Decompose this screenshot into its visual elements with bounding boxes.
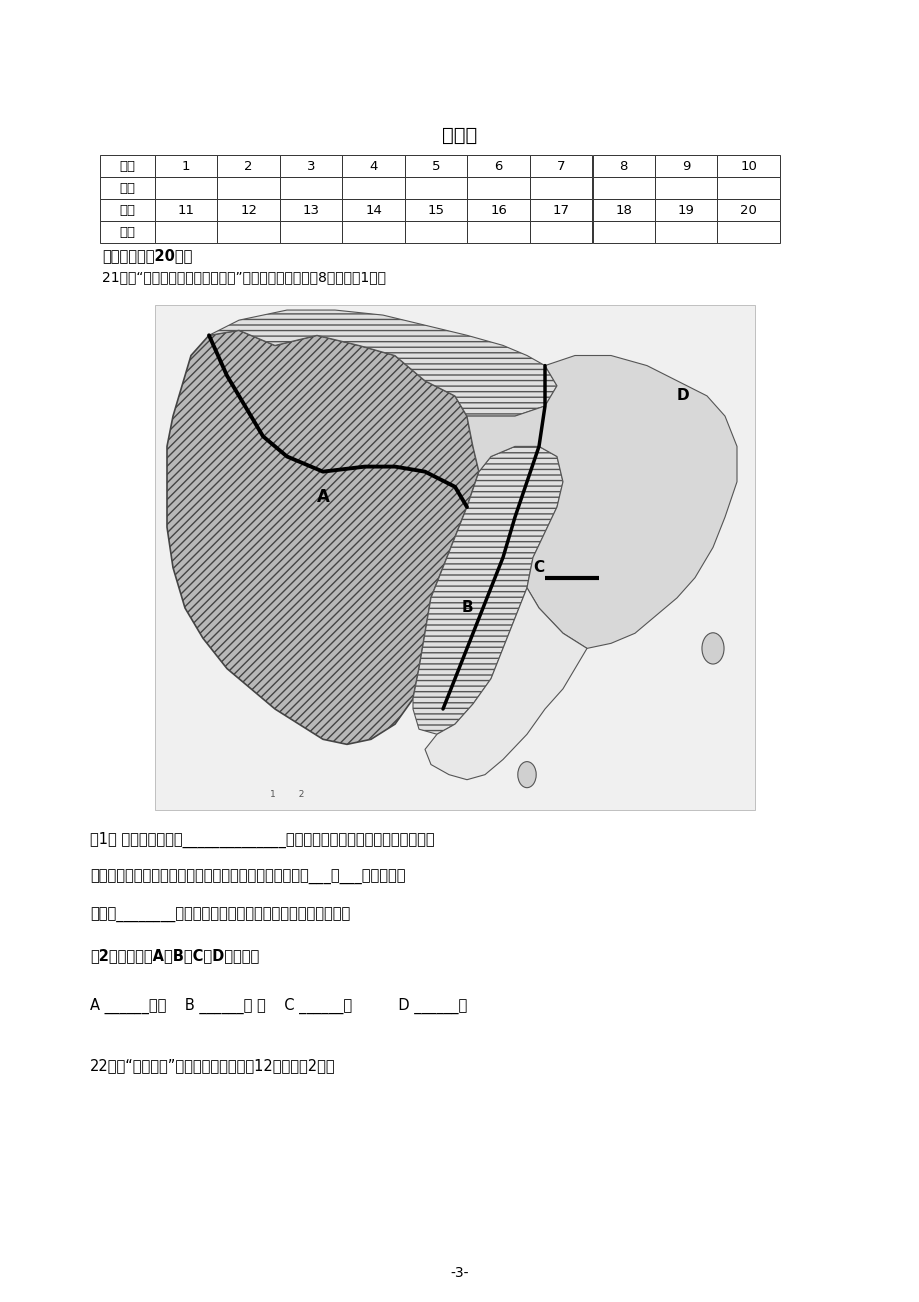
Bar	[654, 199, 717, 221]
Text: 题号: 题号	[119, 160, 135, 172]
Bar	[592, 221, 654, 243]
Text: 9: 9	[681, 160, 689, 172]
Text: 22、读“中国略图”，完成下列问题：（12分，每空2分）: 22、读“中国略图”，完成下列问题：（12分，每空2分）	[90, 1059, 335, 1073]
Text: 1: 1	[182, 160, 190, 172]
Bar	[154, 155, 217, 177]
Text: 19: 19	[677, 203, 694, 216]
Text: 14: 14	[365, 203, 381, 216]
Bar	[654, 221, 717, 243]
Polygon shape	[467, 355, 736, 648]
Bar	[154, 199, 217, 221]
Text: 16: 16	[490, 203, 506, 216]
Text: 答案: 答案	[119, 181, 135, 194]
Circle shape	[701, 633, 723, 664]
Bar	[592, 177, 654, 199]
Polygon shape	[209, 310, 556, 417]
Bar	[154, 305, 754, 810]
Text: 13: 13	[302, 203, 320, 216]
Text: A: A	[316, 488, 329, 506]
Text: 17: 17	[552, 203, 569, 216]
Text: 7: 7	[556, 160, 565, 172]
Bar	[217, 155, 279, 177]
Bar	[154, 177, 217, 199]
Bar	[342, 221, 404, 243]
Text: 4: 4	[369, 160, 378, 172]
Bar	[342, 199, 404, 221]
Bar	[717, 221, 779, 243]
Text: 3: 3	[307, 160, 315, 172]
Bar	[342, 177, 404, 199]
Bar	[467, 155, 529, 177]
Text: 二、综合题（20分）: 二、综合题（20分）	[102, 247, 192, 263]
Text: D: D	[676, 388, 688, 404]
Bar	[467, 199, 529, 221]
Bar	[279, 221, 342, 243]
Text: A ______山脉    B ______山 脉    C ______岭          D ______岭: A ______山脉 B ______山 脉 C ______岭 D _____…	[90, 999, 467, 1014]
Text: 11: 11	[177, 203, 195, 216]
Bar	[654, 177, 717, 199]
Text: 21、读“中国地势三级阶梯示意图”，回答下列问题：（8分，每空1分）: 21、读“中国地势三级阶梯示意图”，回答下列问题：（8分，每空1分）	[102, 270, 386, 284]
Polygon shape	[167, 331, 479, 745]
Text: B: B	[460, 600, 472, 616]
Bar	[529, 177, 592, 199]
Bar	[154, 221, 217, 243]
Text: （2）图中所示A、B、C、D分别是：: （2）图中所示A、B、C、D分别是：	[90, 948, 259, 963]
Bar	[279, 199, 342, 221]
Text: -3-: -3-	[450, 1267, 469, 1280]
Text: 降水和河流的影响很大。受地势影响，我国大多数河流自___向___奔流入海，: 降水和河流的影响很大。受地势影响，我国大多数河流自___向___奔流入海，	[90, 870, 405, 885]
Bar	[529, 199, 592, 221]
Text: 沟通了________（方向）的交通，方便了沿海和内地的联系。: 沟通了________（方向）的交通，方便了沿海和内地的联系。	[90, 907, 350, 923]
Bar	[467, 221, 529, 243]
Text: 2: 2	[244, 160, 253, 172]
Bar	[717, 155, 779, 177]
Bar	[217, 199, 279, 221]
Bar	[217, 177, 279, 199]
Bar	[654, 155, 717, 177]
Bar	[592, 199, 654, 221]
Bar	[217, 221, 279, 243]
Bar	[717, 199, 779, 221]
Text: 10: 10	[740, 160, 756, 172]
Bar	[592, 155, 654, 177]
Circle shape	[517, 762, 536, 788]
Text: 1        2: 1 2	[269, 790, 304, 799]
Text: C: C	[533, 560, 544, 575]
Bar	[279, 177, 342, 199]
Text: 8: 8	[618, 160, 628, 172]
Text: 18: 18	[615, 203, 631, 216]
Text: 20: 20	[740, 203, 756, 216]
Text: 6: 6	[494, 160, 503, 172]
Bar	[100, 177, 154, 199]
Bar	[529, 221, 592, 243]
Bar	[342, 155, 404, 177]
Polygon shape	[425, 587, 586, 780]
Bar	[529, 155, 592, 177]
Text: 题号: 题号	[119, 203, 135, 216]
Bar	[404, 221, 467, 243]
Bar	[467, 177, 529, 199]
Polygon shape	[413, 447, 562, 734]
Bar	[404, 155, 467, 177]
Text: 答案: 答案	[119, 225, 135, 238]
Bar	[100, 155, 154, 177]
Text: （1） 我国地势特点为______________，呈三级阶梯状分布，这一特征对我国: （1） 我国地势特点为______________，呈三级阶梯状分布，这一特征对…	[90, 832, 434, 848]
Bar	[404, 199, 467, 221]
Text: 12: 12	[240, 203, 257, 216]
Text: 5: 5	[432, 160, 440, 172]
Bar	[100, 199, 154, 221]
Bar	[404, 177, 467, 199]
Bar	[100, 221, 154, 243]
Bar	[279, 155, 342, 177]
Text: 15: 15	[427, 203, 444, 216]
Bar	[717, 177, 779, 199]
Text: 第二卷: 第二卷	[442, 125, 477, 145]
